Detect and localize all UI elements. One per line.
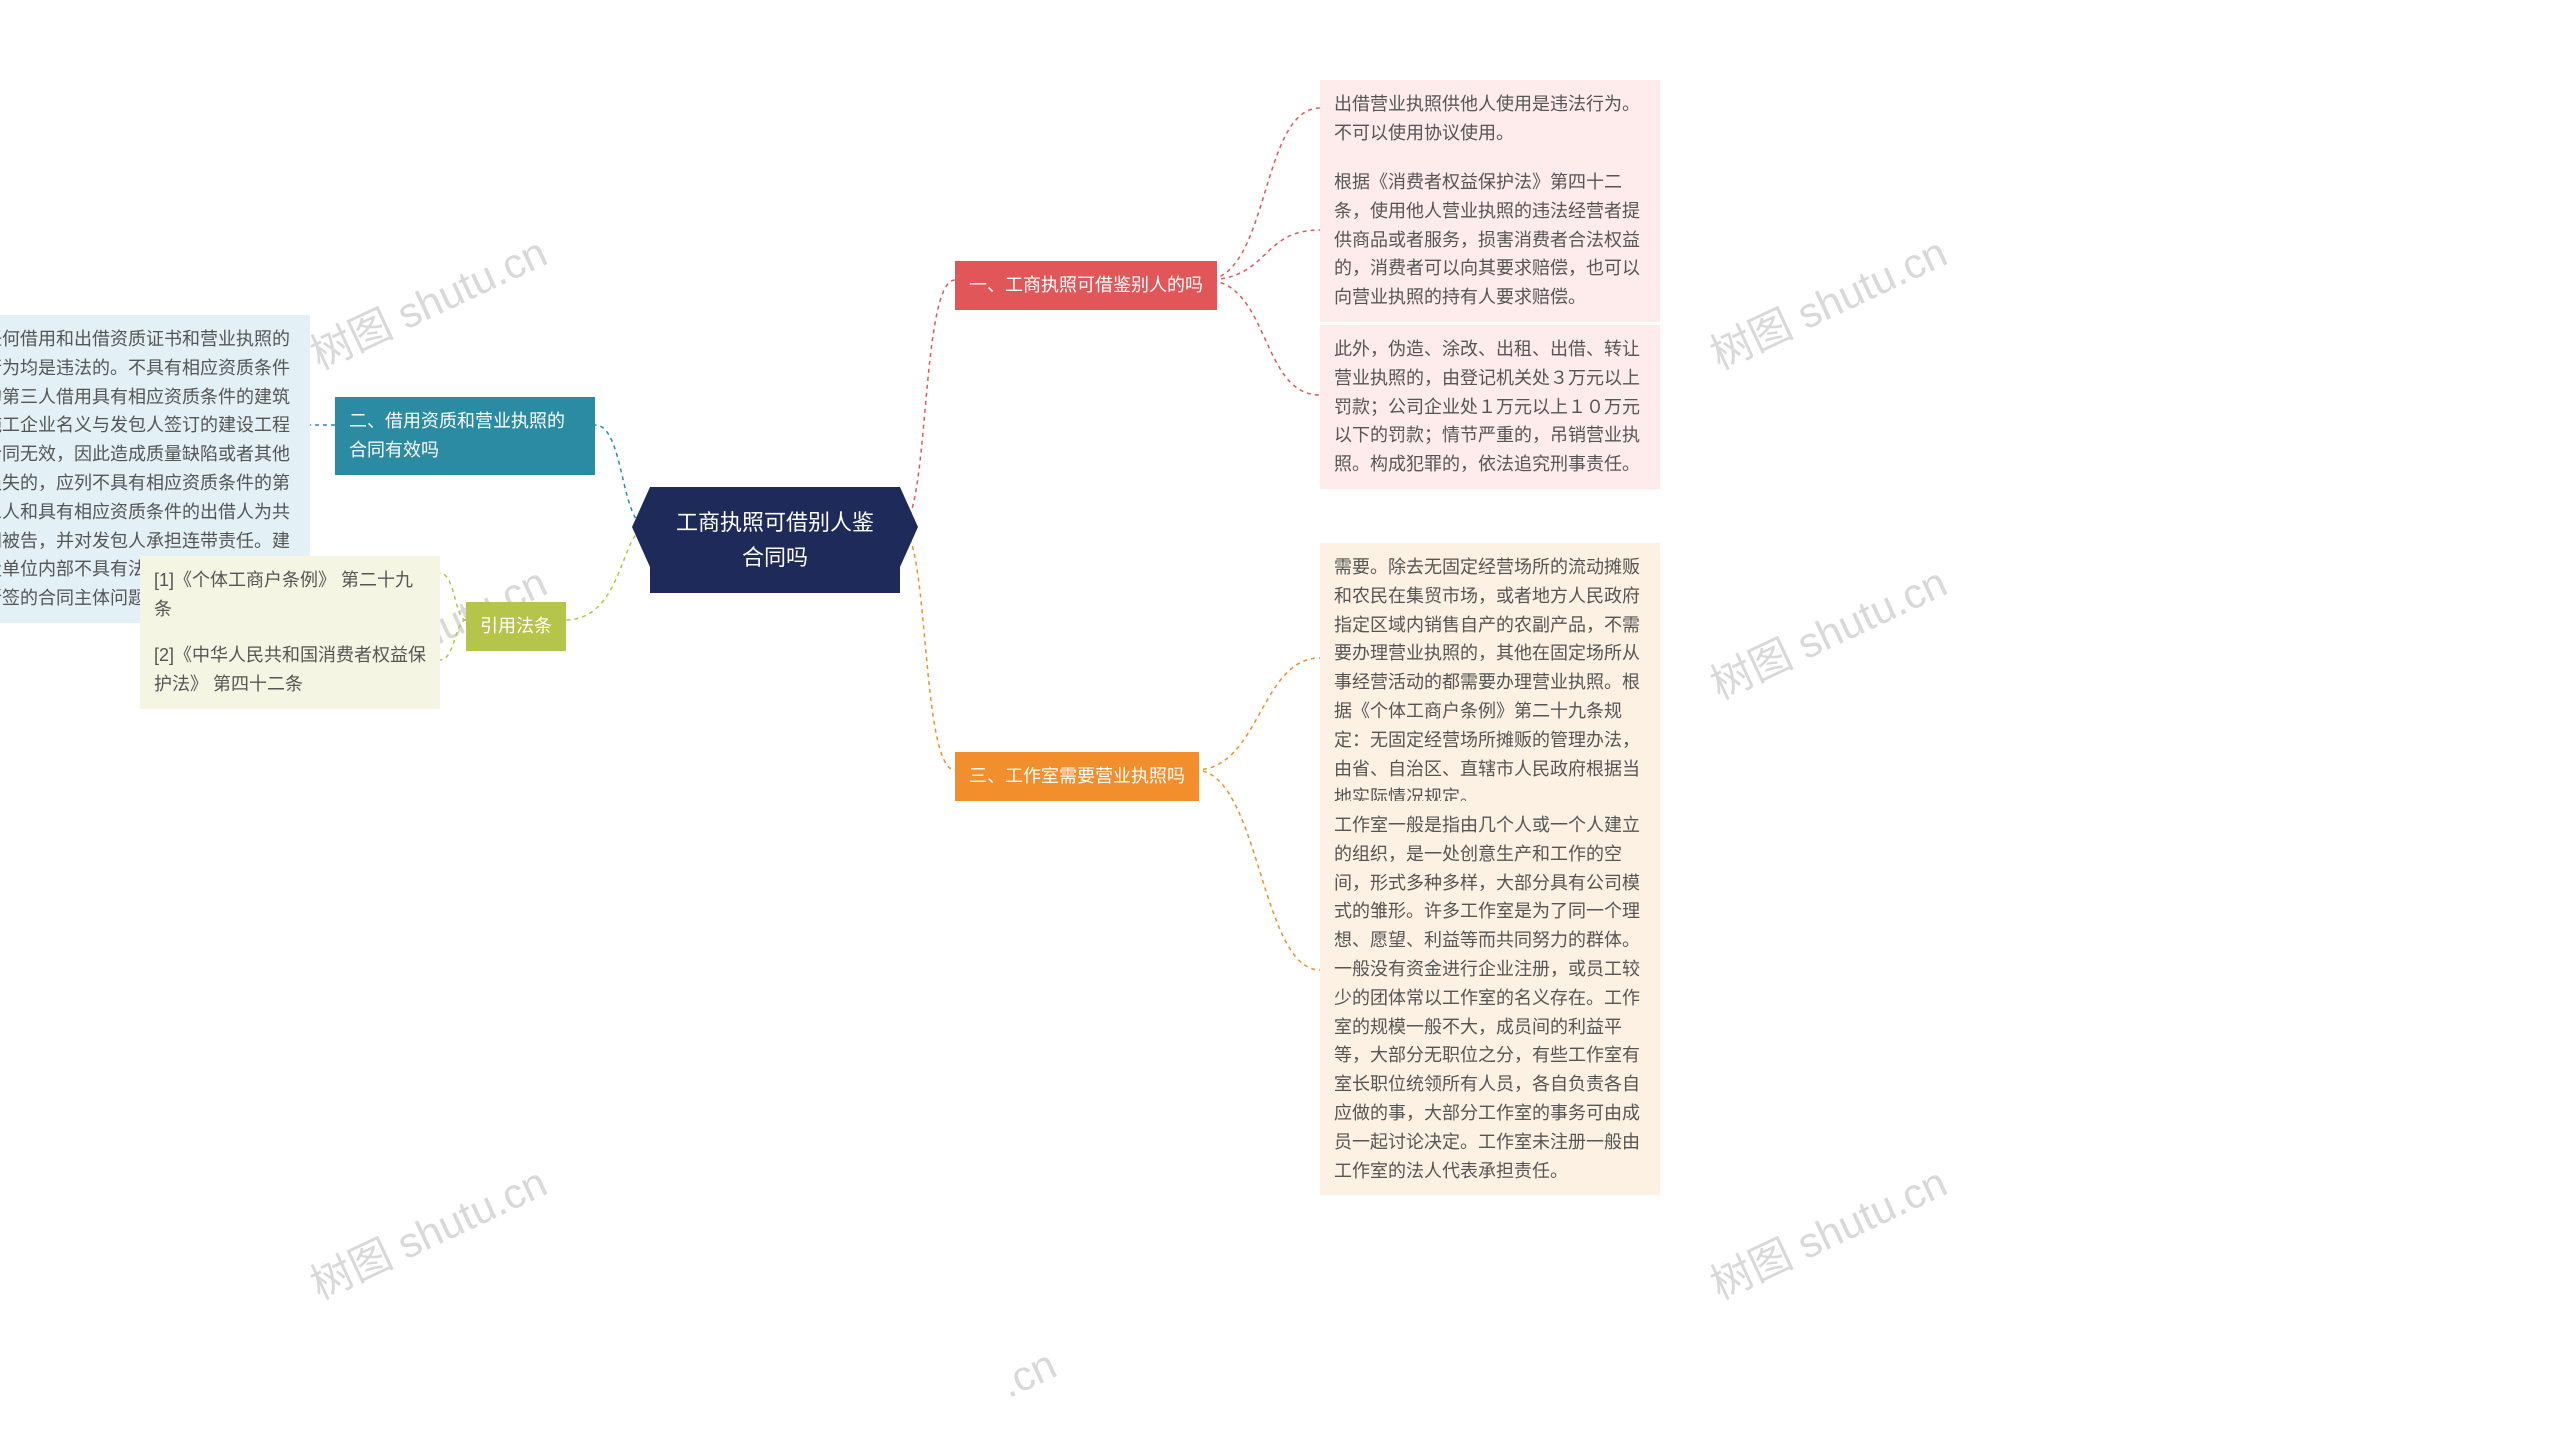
connector [1195,658,1320,770]
branch-one[interactable]: 一、工商执照可借鉴别人的吗 [955,261,1217,310]
branch-law-leaf: [1]《个体工商户条例》 第二十九条 [140,556,440,634]
connector [1195,770,1320,970]
branch-law-leaf: [2]《中华人民共和国消费者权益保护法》 第四十二条 [140,631,440,709]
connector [440,620,466,660]
branch-three-leaf: 需要。除去无固定经营场所的流动摊贩和农民在集贸市场，或者地方人民政府指定区域内销… [1320,543,1660,822]
branch-law[interactable]: 引用法条 [466,602,566,651]
connector [1205,280,1320,395]
branch-one-leaf: 根据《消费者权益保护法》第四十二条，使用他人营业执照的违法经营者提供商品或者服务… [1320,158,1660,322]
watermark: 树图 shutu.cn [1699,219,1955,382]
branch-two[interactable]: 二、借用资质和营业执照的合同有效吗 [335,397,595,475]
root-node[interactable]: 工商执照可借别人鉴合同吗 [650,487,900,593]
watermark: 树图 shutu.cn [299,1149,555,1312]
connector [440,573,466,620]
watermark: .cn [992,1340,1063,1407]
branch-three[interactable]: 三、工作室需要营业执照吗 [955,752,1199,801]
branch-one-leaf: 出借营业执照供他人使用是违法行为。不可以使用协议使用。 [1320,80,1660,158]
connector [1205,230,1320,280]
branch-three-leaf: 工作室一般是指由几个人或一个人建立的组织，是一处创意生产和工作的空间，形式多种多… [1320,801,1660,1195]
watermark: 树图 shutu.cn [1699,1149,1955,1312]
connector [1205,108,1320,280]
connector-layer [0,0,2560,1429]
watermark: 树图 shutu.cn [299,219,555,382]
watermark: 树图 shutu.cn [1699,549,1955,712]
branch-one-leaf: 此外，伪造、涂改、出租、出借、转让营业执照的，由登记机关处３万元以上罚款；公司企… [1320,325,1660,489]
